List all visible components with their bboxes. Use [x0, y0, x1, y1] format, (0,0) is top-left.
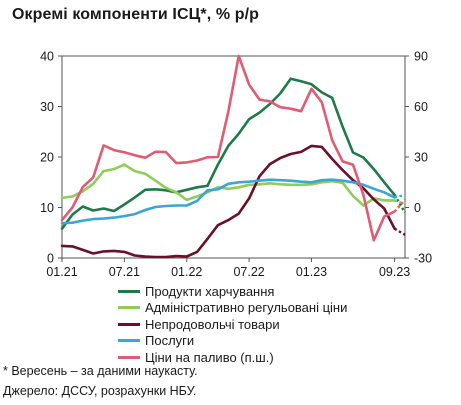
- series-line-services: [60, 178, 396, 225]
- y-right-tick-label: -30: [414, 252, 432, 266]
- legend-swatch-administered: [118, 306, 140, 310]
- legend-swatch-fuel: [118, 355, 140, 359]
- y-left-tick-label: 20: [40, 151, 54, 165]
- legend-item-administered: Адміністративно регульовані ціни: [118, 300, 347, 317]
- x-tick-label: 01.22: [171, 265, 202, 279]
- legend-swatch-nonfood: [118, 322, 140, 326]
- series-line-administered: [60, 163, 396, 207]
- legend-label-food: Продукти харчування: [145, 283, 275, 299]
- source-note: Джерело: ДССУ, розрахунки НБУ.: [3, 384, 197, 398]
- series-forecast-nonfood: [393, 227, 406, 236]
- legend-label-administered: Адміністративно регульовані ціни: [145, 300, 348, 316]
- legend-item-services: Послуги: [118, 333, 347, 350]
- chart-legend: Продукти харчування Адміністративно регу…: [118, 283, 347, 366]
- y-left-tick-label: 30: [40, 100, 54, 114]
- y-right-tick-label: 90: [414, 50, 428, 64]
- legend-label-services: Послуги: [145, 333, 195, 349]
- x-tick-label: 01.21: [46, 265, 77, 279]
- footnote: * Вересень – за даними наукасту.: [3, 364, 198, 378]
- y-left-tick-label: 0: [47, 252, 54, 266]
- legend-swatch-food: [118, 289, 140, 293]
- legend-item-fuel: Ціни на паливо (п.ш.): [118, 349, 347, 366]
- series-forecast-food: [393, 194, 407, 214]
- x-tick-label: 01.23: [296, 265, 327, 279]
- y-left-tick-label: 10: [40, 201, 54, 215]
- series-forecast-administered: [394, 199, 406, 206]
- chart-title: Окремі компоненти ІСЦ*, % р/р: [12, 6, 259, 23]
- x-tick-label: 09.23: [379, 265, 410, 279]
- series-line-food: [60, 77, 396, 230]
- x-tick-label: 07.22: [233, 265, 264, 279]
- y-right-tick-label: 0: [414, 201, 421, 215]
- series-line-nonfood: [60, 144, 396, 259]
- y-right-tick-label: 30: [414, 151, 428, 165]
- legend-label-fuel: Ціни на паливо (п.ш.): [145, 349, 274, 365]
- legend-item-nonfood: Непродовольчі товари: [118, 316, 347, 333]
- y-right-tick-label: 60: [414, 100, 428, 114]
- series-forecast-services: [394, 193, 406, 199]
- legend-item-food: Продукти харчування: [118, 283, 347, 300]
- series-line-fuel: [60, 54, 396, 242]
- y-left-tick-label: 40: [40, 50, 54, 64]
- legend-label-nonfood: Непродовольчі товари: [145, 316, 280, 332]
- line-chart: 0 10 20 30 40 -30 0 30 60 90 01.21 07.21 01.22 07.22 0…: [40, 50, 432, 280]
- x-tick-label: 07.21: [109, 265, 140, 279]
- legend-swatch-services: [118, 339, 140, 343]
